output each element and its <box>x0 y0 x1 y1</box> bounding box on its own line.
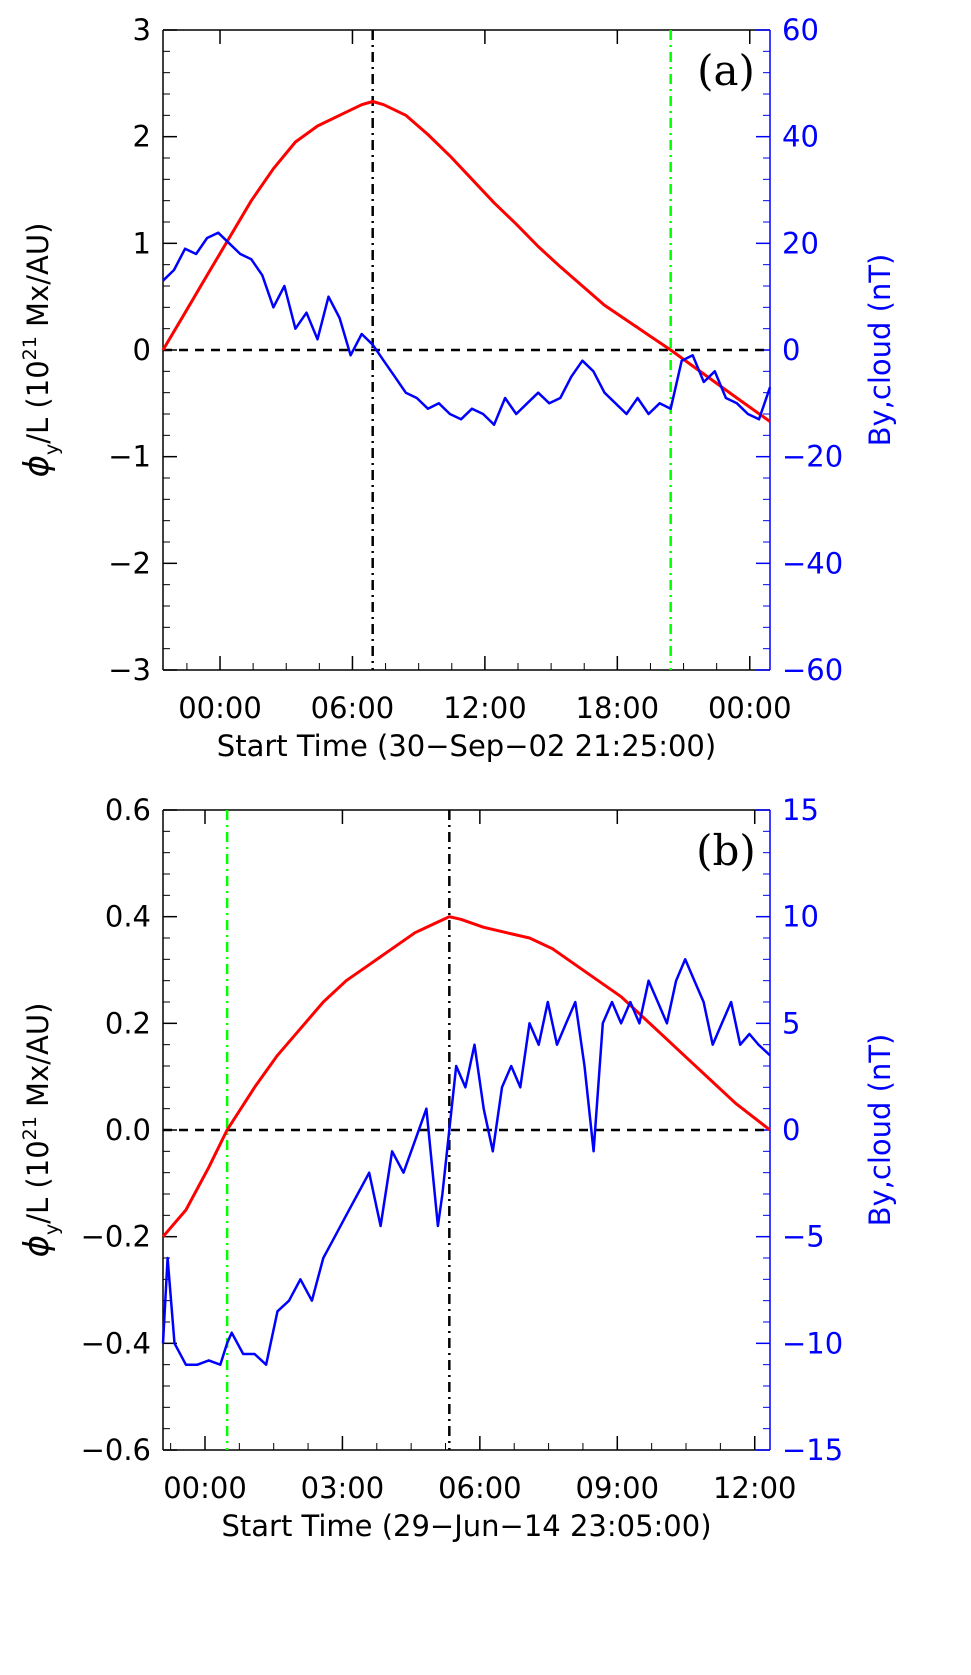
panel-a: −3 −2 −1 0 1 2 3 −60 −40 −20 0 20 40 60 00:00 06:00 12:0… <box>17 13 897 763</box>
right-y-tick-label: −20 <box>782 440 843 474</box>
left-y-tick-label: −0.6 <box>81 1433 151 1467</box>
left-y-tick-label: 0 <box>133 333 151 367</box>
flux-series-line <box>161 100 771 423</box>
right-y-tick-label: −5 <box>782 1220 825 1254</box>
left-y-tick-label: 0.6 <box>105 793 151 827</box>
left-y-title-mid: /L (10 <box>21 360 55 443</box>
right-y-tick-label: 40 <box>782 120 819 154</box>
flux-series-line <box>161 915 771 1238</box>
right-y-tick-label: 10 <box>782 900 819 934</box>
left-y-title-sub: y <box>41 1224 63 1235</box>
x-axis-title: Start Time (29−Jun−14 23:05:00) <box>221 1509 711 1543</box>
x-tick-label: 06:00 <box>438 1471 522 1505</box>
x-tick-label: 18:00 <box>576 691 660 725</box>
left-y-title-sub: y <box>41 444 63 455</box>
x-axis-title: Start Time (30−Sep−02 21:25:00) <box>217 729 716 763</box>
left-y-title-sup: 21 <box>19 1116 41 1140</box>
panel-label: (b) <box>696 826 756 875</box>
left-y-tick-label: 3 <box>133 13 151 47</box>
right-y-tick-label: 20 <box>782 226 819 260</box>
panel-b: −0.6 −0.4 −0.2 0.0 0.2 0.4 0.6 −15 −10 −5 0 5 10 15 00… <box>17 793 897 1543</box>
left-y-tick-label: 2 <box>133 120 151 154</box>
left-y-title-mid: /L (10 <box>21 1140 55 1223</box>
right-y-tick-label: 60 <box>782 13 819 47</box>
left-y-tick-label: −2 <box>108 546 151 580</box>
left-y-tick-label: −1 <box>108 440 151 474</box>
left-y-title-phi: ϕ <box>17 1235 57 1257</box>
left-y-title-post: Mx/AU) <box>21 223 55 337</box>
x-tick-label: 12:00 <box>713 1471 797 1505</box>
x-tick-label: 09:00 <box>576 1471 660 1505</box>
left-y-tick-label: 0.4 <box>105 900 151 934</box>
x-tick-label: 00:00 <box>163 1471 247 1505</box>
panel-label: (a) <box>697 46 755 95</box>
x-tick-label: 00:00 <box>178 691 262 725</box>
by-cloud-series-line <box>161 958 771 1366</box>
right-y-tick-label: 0 <box>782 333 800 367</box>
left-y-tick-label: 0.2 <box>105 1006 151 1040</box>
right-y-tick-label: −40 <box>782 546 843 580</box>
right-y-axis-title: By,cloud (nT) <box>863 254 897 447</box>
left-y-axis-title: ϕy/L (1021 Mx/AU) <box>17 223 63 478</box>
right-y-tick-label: 15 <box>782 793 819 827</box>
left-y-title-post: Mx/AU) <box>21 1003 55 1117</box>
left-y-tick-label: 0.0 <box>105 1113 151 1147</box>
right-y-axis-title: By,cloud (nT) <box>863 1034 897 1227</box>
left-y-tick-label: −0.2 <box>81 1220 151 1254</box>
right-y-tick-label: −10 <box>782 1326 843 1360</box>
x-tick-label: 00:00 <box>708 691 792 725</box>
right-y-tick-label: 5 <box>782 1006 800 1040</box>
x-tick-label: 12:00 <box>443 691 527 725</box>
left-y-title-sup: 21 <box>19 336 41 360</box>
x-tick-label: 03:00 <box>301 1471 385 1505</box>
left-y-tick-label: −0.4 <box>81 1326 151 1360</box>
right-y-tick-label: −60 <box>782 653 843 687</box>
left-y-tick-label: 1 <box>133 226 151 260</box>
left-y-tick-label: −3 <box>108 653 151 687</box>
right-y-tick-label: 0 <box>782 1113 800 1147</box>
left-y-title-phi: ϕ <box>17 455 57 477</box>
by-cloud-series-line <box>162 231 772 426</box>
right-y-tick-label: −15 <box>782 1433 843 1467</box>
left-y-axis-title: ϕy/L (1021 Mx/AU) <box>17 1003 63 1258</box>
x-tick-label: 06:00 <box>311 691 395 725</box>
